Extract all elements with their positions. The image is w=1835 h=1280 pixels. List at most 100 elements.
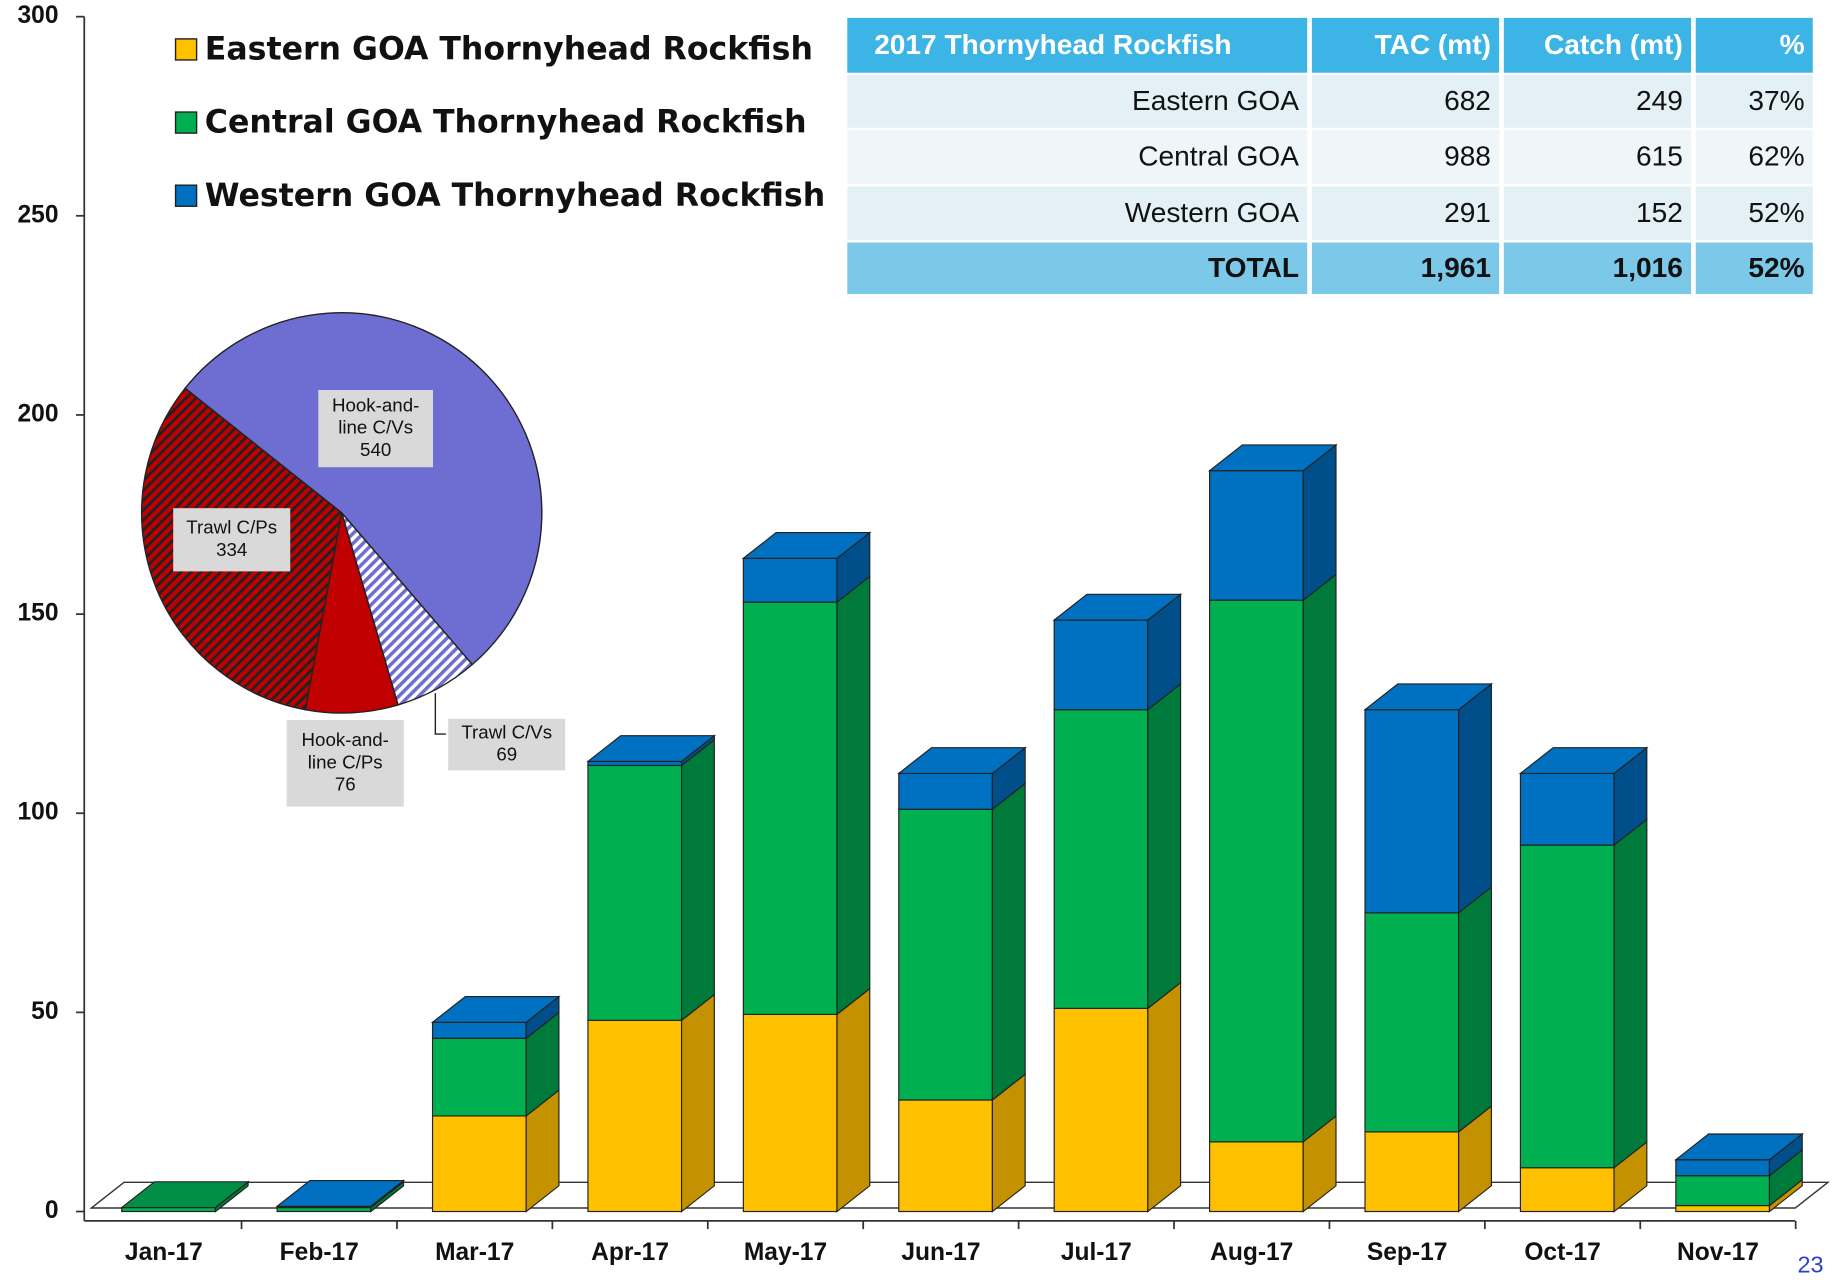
table-cell	[1501, 240, 1694, 297]
pie-slice	[184, 312, 543, 666]
bar-front	[1209, 599, 1304, 1143]
bar-top	[120, 1181, 250, 1209]
table-cell	[844, 127, 1310, 187]
table-text: 291	[1444, 197, 1491, 228]
x-tick-label: Feb-17	[280, 1239, 359, 1266]
table-cell	[1309, 184, 1502, 243]
bar-front	[431, 1021, 527, 1039]
bar-top	[430, 996, 561, 1023]
y-tick-label: 100	[18, 799, 59, 826]
bar-front	[1519, 844, 1615, 1169]
pie-label: Trawl C/Ps	[186, 517, 277, 538]
bar-top	[741, 532, 872, 559]
page-number: 23	[1798, 1252, 1824, 1275]
pie-value: 334	[216, 539, 247, 560]
table-text: 52%	[1748, 197, 1804, 228]
pie-label-box	[173, 508, 291, 572]
y-tick-label: 0	[45, 1197, 59, 1224]
table-text: 37%	[1748, 85, 1804, 116]
pie-label-line: line C/Vs	[338, 417, 413, 438]
bar-front	[1209, 1141, 1304, 1213]
bar-front	[587, 760, 683, 767]
bar-front	[587, 1019, 683, 1213]
bar-top	[897, 747, 1027, 774]
table-text: Western GOA	[1125, 197, 1300, 228]
bar-side	[991, 782, 1026, 1102]
bar-front	[742, 601, 838, 1015]
table-cell	[1309, 72, 1502, 131]
pie-value: 76	[335, 773, 356, 794]
bar-side	[836, 575, 871, 1016]
table-text: 1,961	[1421, 252, 1491, 283]
x-tick-label: Aug-17	[1210, 1239, 1293, 1266]
table-cell	[1693, 184, 1816, 243]
y-tick-label: 250	[18, 201, 59, 228]
table-cell	[844, 15, 1310, 76]
x-tick-label: Mar-17	[435, 1239, 514, 1266]
table-cell	[1501, 15, 1694, 76]
pie-label-line: Trawl C/Ps	[186, 517, 277, 538]
pie-label-line: line C/Ps	[308, 751, 383, 772]
table-cell	[1693, 15, 1816, 76]
bar-top	[275, 1180, 406, 1207]
table-cell	[844, 240, 1310, 297]
table-text: 1,016	[1613, 252, 1683, 283]
bar-front	[1519, 1167, 1615, 1213]
pie-label-line: Trawl C/Vs	[461, 721, 552, 742]
bar-front	[1209, 470, 1304, 601]
table-header: 2017 Thornyhead Rockfish	[874, 29, 1231, 60]
table-header: %	[1780, 29, 1805, 60]
bar-front	[898, 1099, 993, 1213]
table-text: 152	[1636, 197, 1683, 228]
bar-front	[121, 1206, 216, 1213]
table-cell	[1501, 184, 1694, 243]
pie-label-box	[286, 720, 404, 807]
pie-value: 540	[360, 439, 391, 460]
table-text: Central GOA	[1138, 141, 1299, 172]
pie-label: Trawl C/Vs	[461, 721, 552, 742]
table-text: 682	[1444, 85, 1491, 116]
table-text: 615	[1636, 141, 1683, 172]
table-cell	[1693, 127, 1816, 187]
x-tick-label: Jul-17	[1061, 1239, 1132, 1266]
bar-top	[586, 735, 717, 763]
bar-top	[1052, 593, 1183, 621]
table-cell	[1501, 72, 1694, 131]
bar-front	[742, 557, 838, 603]
table-text: TOTAL	[1208, 252, 1299, 283]
pie-label-box	[318, 389, 434, 468]
table-cell	[1693, 240, 1816, 297]
bar-front	[1053, 709, 1149, 1009]
bar-front	[1053, 1007, 1149, 1213]
x-tick-label: Oct-17	[1524, 1239, 1600, 1266]
legend-label: Western GOA Thornyhead Rockfish	[205, 178, 825, 214]
table-header: Catch (mt)	[1544, 29, 1683, 60]
table-cell	[1501, 127, 1694, 187]
bar-top	[1518, 747, 1649, 774]
pie-label-box	[448, 718, 566, 771]
bar-front	[1364, 912, 1460, 1133]
pie-label-line: Hook-and-	[302, 729, 389, 750]
x-tick-label: Jun-17	[901, 1239, 980, 1266]
bar-front	[276, 1206, 372, 1213]
bar-front	[431, 1037, 527, 1117]
bar-front	[1519, 772, 1615, 846]
table-cell	[1309, 15, 1502, 76]
bar-side	[1147, 682, 1182, 1010]
bar-side	[1458, 885, 1492, 1134]
legend-swatch	[174, 184, 198, 207]
y-tick-label: 300	[18, 2, 59, 29]
bar-front	[1364, 709, 1460, 914]
bar-front	[1364, 1131, 1460, 1213]
bar-top	[1674, 1133, 1804, 1161]
bar-front	[898, 808, 993, 1101]
legend-label: Eastern GOA Thornyhead Rockfish	[205, 32, 813, 68]
table-text: 249	[1636, 85, 1683, 116]
bar-side	[1458, 682, 1492, 915]
y-tick-label: 50	[31, 998, 58, 1025]
bar-side	[1302, 443, 1337, 602]
bar-front	[742, 1013, 838, 1213]
pie-label: Hook-and-line C/Vs	[332, 394, 419, 437]
pie-label-line: Hook-and-	[332, 394, 419, 415]
